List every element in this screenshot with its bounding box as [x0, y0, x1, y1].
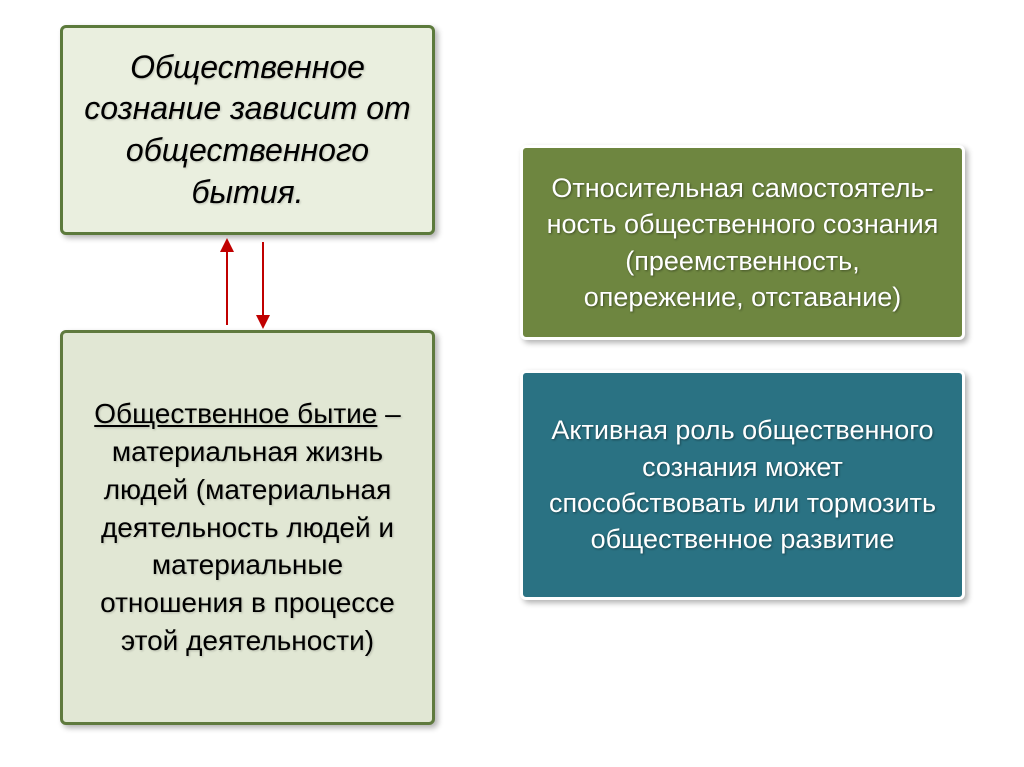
box-bottom-left-text: Общественное бытие – материальная жизнь …	[83, 395, 412, 660]
arrow-down-icon	[262, 242, 264, 327]
bidirectional-arrows	[220, 240, 280, 328]
box-bottom-left-label: Общественное бытие	[94, 398, 377, 429]
arrow-up-icon	[226, 240, 228, 325]
box-right-2: Активная роль общественного сознания мож…	[520, 370, 965, 600]
box-right-2-text: Активная роль общественного сознания мож…	[543, 412, 942, 558]
box-bottom-left: Общественное бытие – материальная жизнь …	[60, 330, 435, 725]
box-top-left: Общественное сознание зависит от обществ…	[60, 25, 435, 235]
box-right-1-text: Относительная самостоятель-ность обществ…	[543, 170, 942, 316]
box-bottom-left-rest: – материальная жизнь людей (материальная…	[100, 398, 401, 656]
box-top-left-text: Общественное сознание зависит от обществ…	[83, 47, 412, 213]
box-right-1: Относительная самостоятель-ность обществ…	[520, 145, 965, 340]
